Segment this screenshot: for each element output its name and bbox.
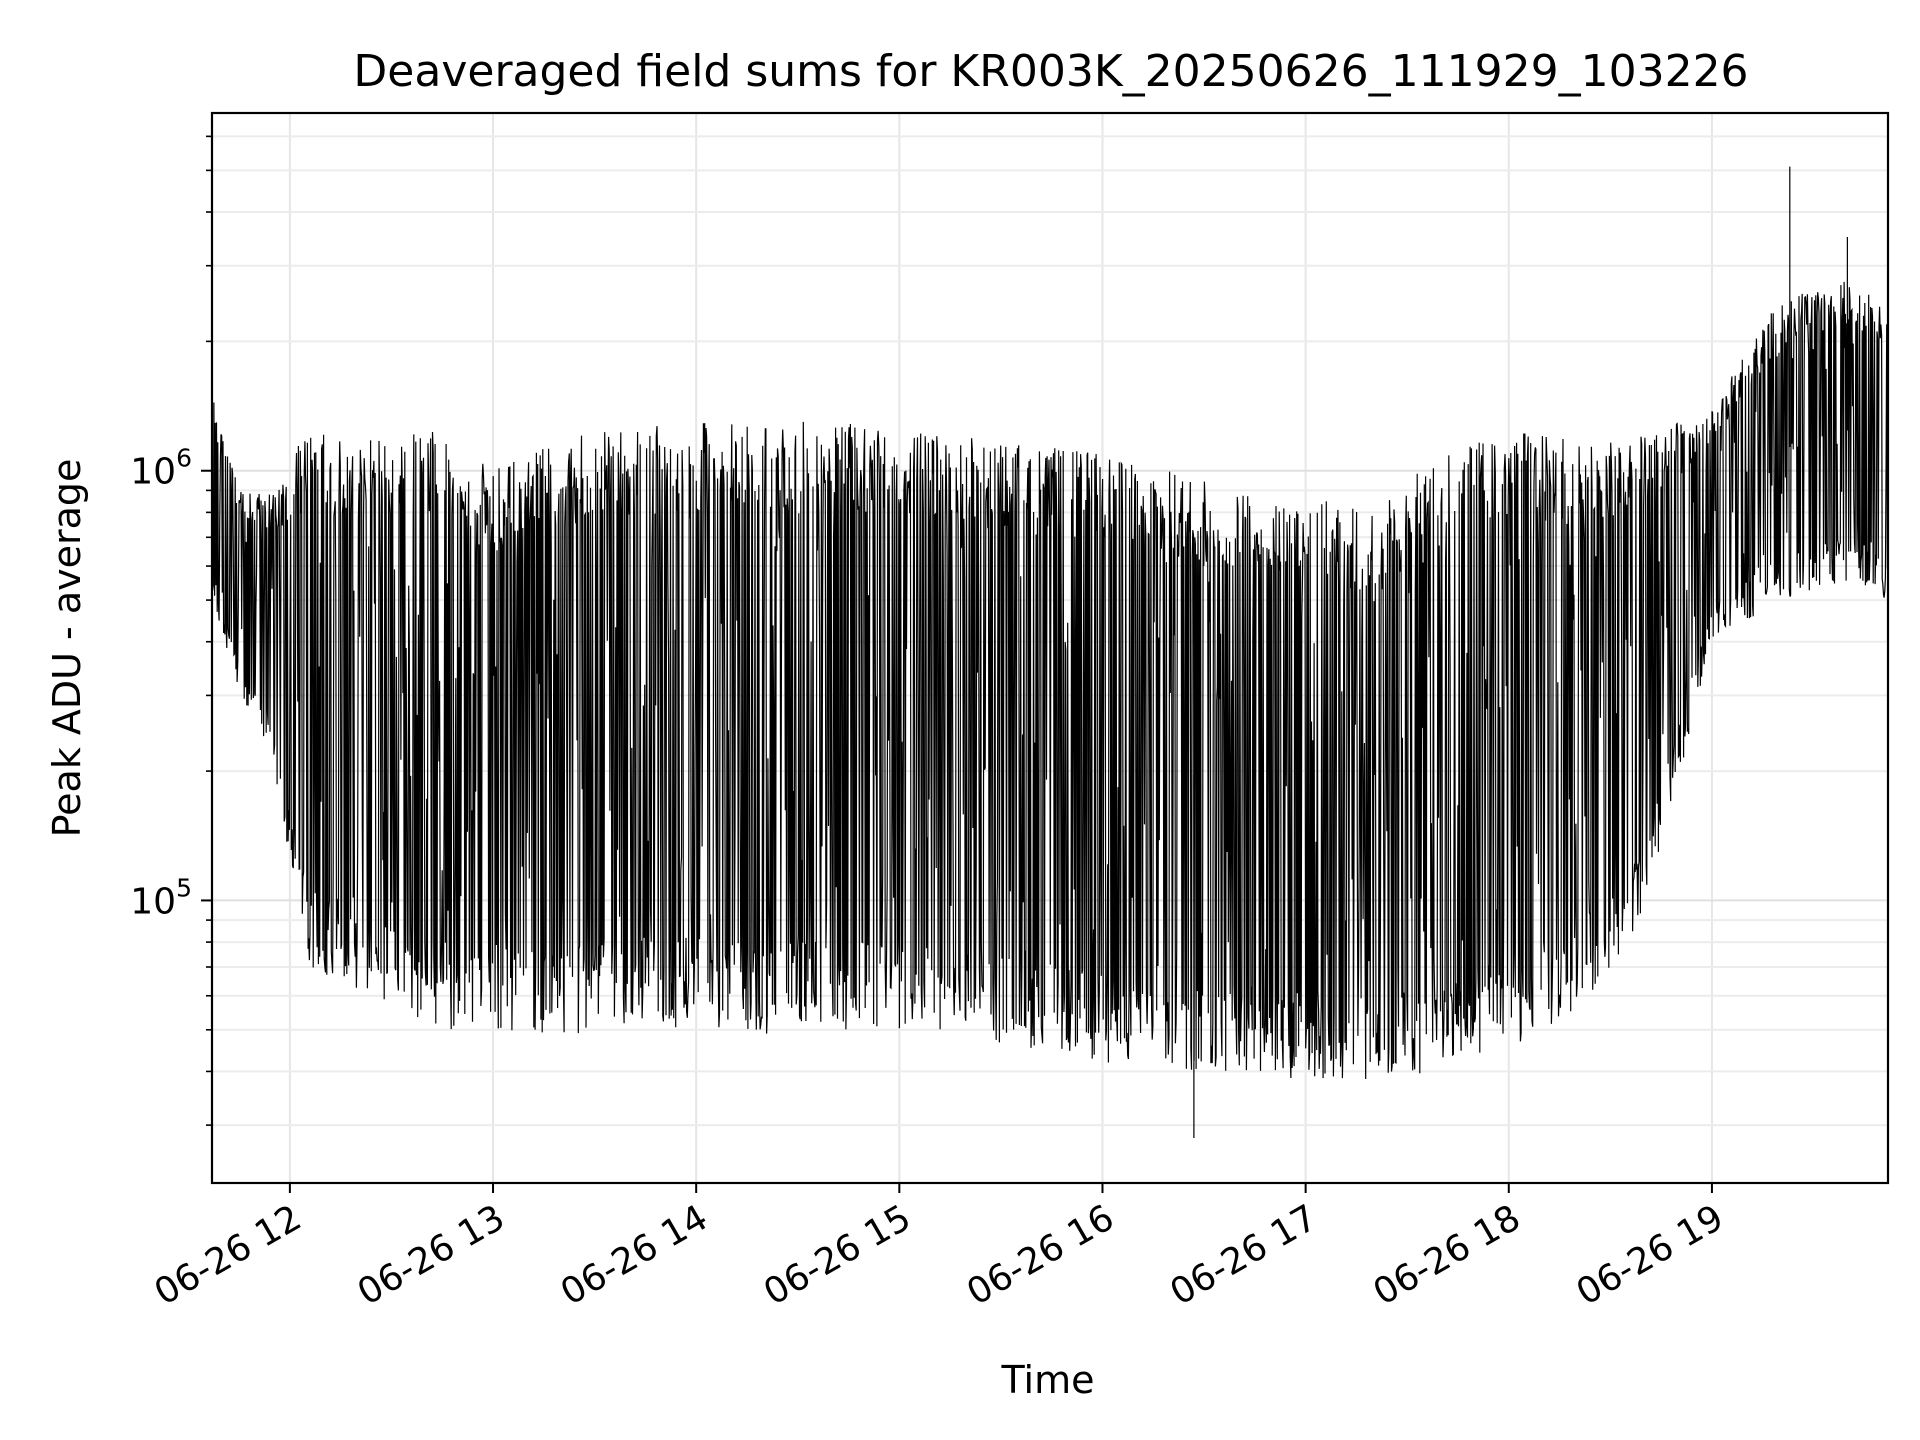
plot-frame bbox=[210, 111, 1890, 1185]
y-axis-label: Peak ADU - average bbox=[45, 459, 89, 838]
y-axis: 105 106 bbox=[130, 135, 212, 1126]
series-layer bbox=[211, 166, 1889, 1138]
series-line bbox=[211, 281, 1889, 1080]
y-tick-label: 105 bbox=[130, 873, 192, 922]
x-axis-label: Time bbox=[1001, 1358, 1095, 1402]
chart-title: Deaveraged field sums for KR003K_2025062… bbox=[353, 46, 1748, 97]
y-tick-label: 106 bbox=[130, 444, 192, 493]
